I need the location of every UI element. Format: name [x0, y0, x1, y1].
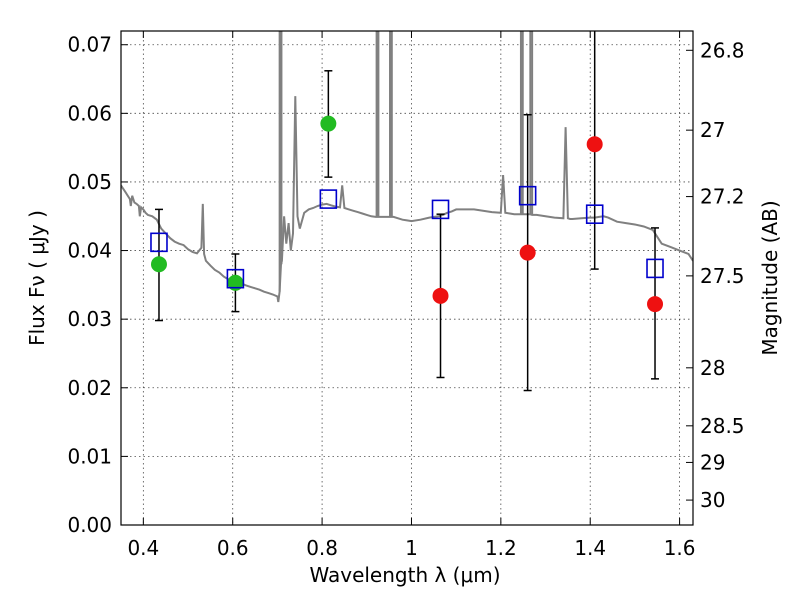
x-tick-label: 0.6	[217, 536, 249, 560]
model-square	[518, 185, 537, 206]
y-tick-label: 0.01	[67, 444, 112, 468]
x-tick-label: 1.4	[574, 536, 606, 560]
y-axis-label: Flux Fν ( μJy )	[25, 210, 49, 346]
model-square	[585, 204, 604, 224]
x-axis-label: Wavelength λ (μm)	[309, 563, 500, 587]
magnitude-tick-label: 27.2	[700, 185, 745, 209]
y2-axis-label: Magnitude (AB)	[758, 200, 782, 355]
y-tick-label: 0.00	[67, 513, 112, 537]
model-photometry	[150, 185, 664, 289]
y-tick-label: 0.04	[67, 239, 112, 263]
magnitude-tick-label: 30	[700, 488, 725, 512]
red-point	[586, 136, 603, 153]
detection-point	[320, 115, 337, 132]
red-point	[647, 296, 664, 313]
magnitude-tick-label: 29	[700, 450, 725, 474]
model-square	[431, 199, 450, 220]
plot-frame	[120, 30, 694, 526]
x-tick-label: 1.6	[664, 536, 696, 560]
magnitude-tick-label: 26.8	[700, 38, 745, 62]
detection-point	[150, 256, 167, 273]
magnitude-tick-label: 27.5	[700, 264, 745, 288]
y-tick-label: 0.03	[67, 307, 112, 331]
y-tick-label: 0.05	[67, 170, 112, 194]
model-square	[150, 232, 168, 253]
x-axis-ticks: 0.4 0.6 0.8 1 1.2 1.4 1.6	[127, 31, 696, 560]
photometry-points	[150, 115, 664, 313]
x-tick-label: 1.2	[485, 536, 517, 560]
model-square	[226, 268, 245, 289]
model-square	[319, 189, 338, 209]
model-square	[646, 258, 664, 279]
y-tick-label: 0.02	[67, 376, 112, 400]
magnitude-tick-label: 27	[700, 118, 725, 142]
red-point	[519, 244, 536, 261]
x-tick-label: 1	[405, 536, 418, 560]
y-tick-label: 0.06	[67, 101, 112, 125]
y-axis-ticks: 0.00 0.01 0.02 0.03 0.04 0.05 0.06 0.07	[67, 33, 128, 537]
model-spectrum	[121, 31, 693, 303]
x-tick-label: 0.8	[306, 536, 338, 560]
magnitude-axis-ticks: 26.8 27 27.2 27.5 28 28.5 29 30	[686, 38, 745, 512]
red-point	[432, 287, 449, 304]
spectrum-line	[121, 96, 693, 303]
magnitude-tick-label: 28	[700, 356, 725, 380]
x-tick-label: 0.4	[127, 536, 159, 560]
grid	[121, 31, 693, 525]
magnitude-tick-label: 28.5	[700, 414, 745, 438]
y-tick-label: 0.07	[67, 33, 112, 57]
